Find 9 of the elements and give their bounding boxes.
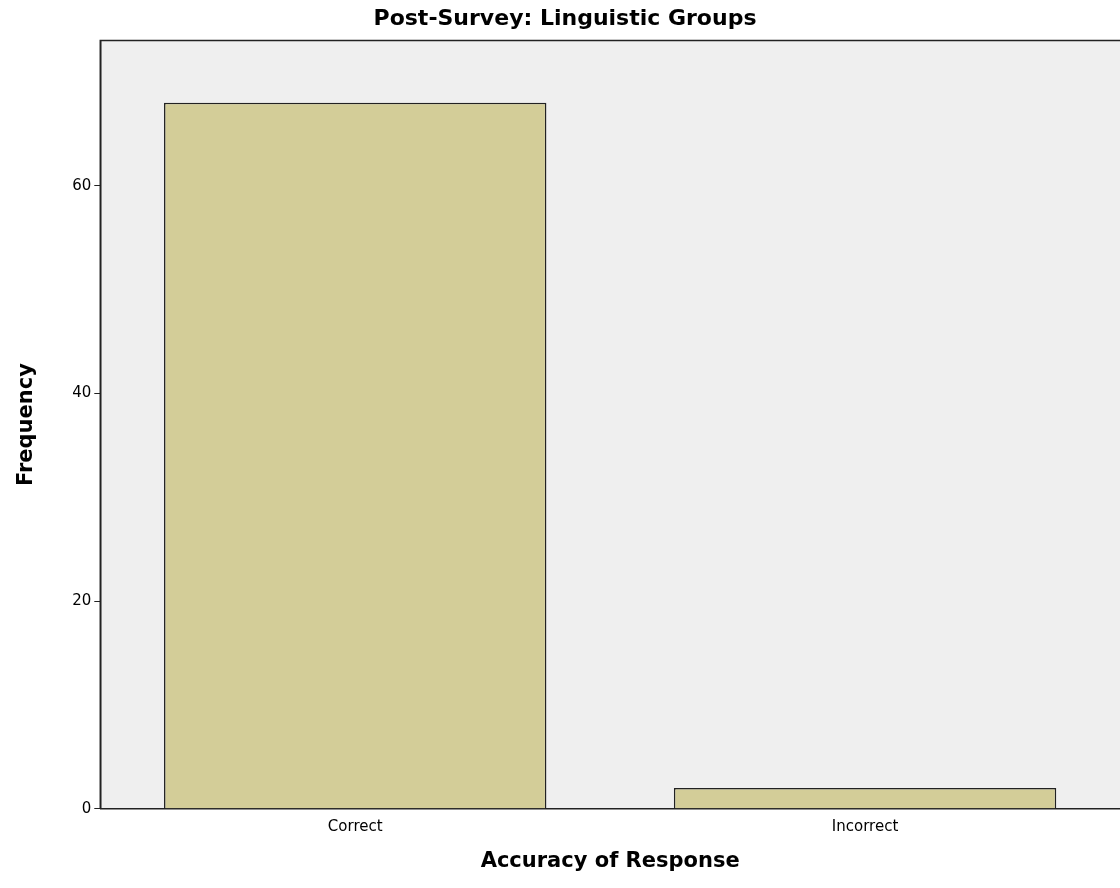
chart-title: Post-Survey: Linguistic Groups [373,4,757,30]
y-axis-title: Frequency [13,362,38,487]
x-axis-title: Accuracy of Response [480,847,740,872]
y-tick-label: 40 [72,383,92,402]
x-tick-label: Incorrect [831,816,899,835]
y-tick-label: 60 [72,175,92,194]
y-tick-label: 0 [81,798,92,817]
x-tick-label: Correct [327,816,383,835]
y-tick-label: 20 [72,591,92,610]
